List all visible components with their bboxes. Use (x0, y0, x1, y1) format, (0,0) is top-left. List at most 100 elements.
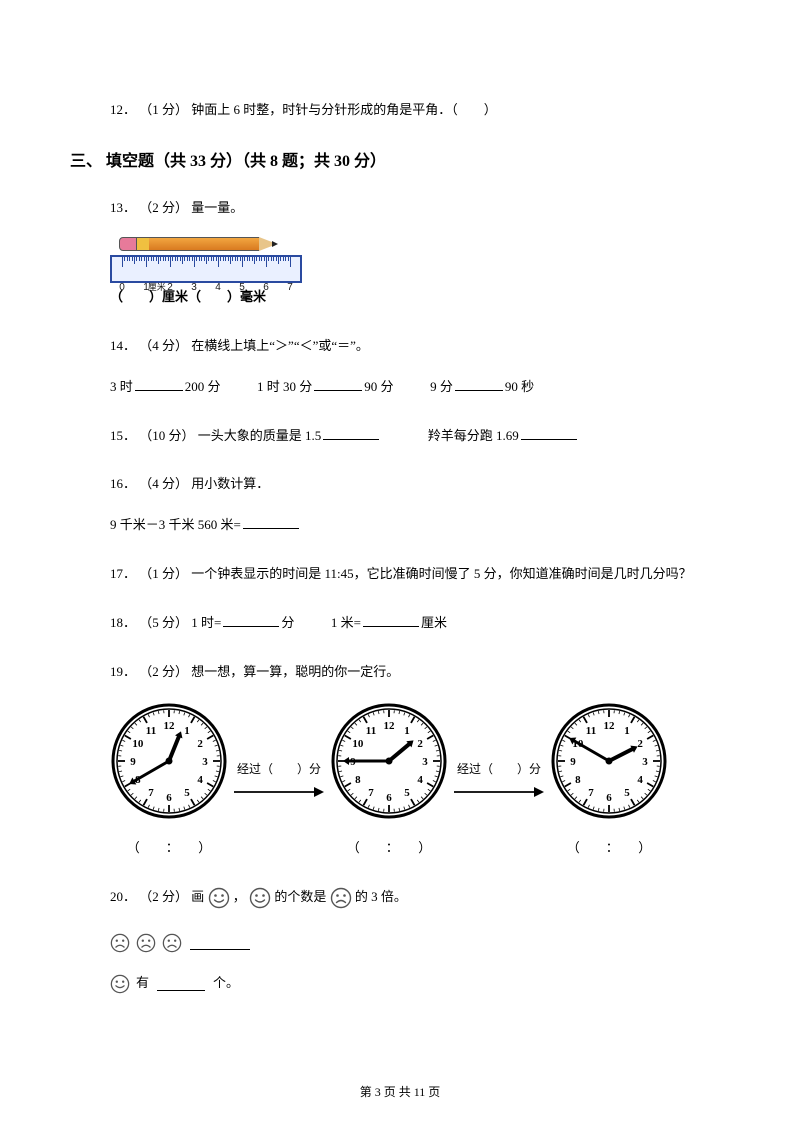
svg-text:6: 6 (166, 792, 172, 804)
blank[interactable] (521, 426, 577, 440)
sad-icon (162, 933, 182, 953)
arrow-2-label: 经过（ ）分 (457, 760, 541, 779)
clock-row: 121234567891011 （ ： ） 经过（ ）分 12123456789… (110, 702, 730, 859)
q18-a-unit: 分 (281, 615, 294, 630)
clock-3: 121234567891011 (550, 702, 668, 820)
svg-text:7: 7 (368, 788, 374, 800)
q19-num: 19． (110, 664, 136, 679)
question-19: 19． （2 分） 想一想，算一算，聪明的你一定行。 1212345678910… (70, 662, 730, 860)
svg-text:2: 2 (417, 738, 423, 750)
page-content: 12． （1 分） 钟面上 6 时整，时针与分针形成的角是平角．（ ） 三、 填… (0, 0, 800, 1062)
svg-text:12: 12 (384, 720, 396, 732)
page-footer: 第 3 页 共 11 页 (0, 1083, 800, 1102)
question-12: 12． （1 分） 钟面上 6 时整，时针与分针形成的角是平角．（ ） (70, 100, 730, 121)
clock-2-time: （ ： ） (347, 838, 432, 859)
sad-icon (330, 887, 352, 909)
arrow-1-label: 经过（ ）分 (237, 760, 321, 779)
q19-points: （2 分） (139, 664, 188, 679)
svg-text:1: 1 (184, 725, 190, 737)
clock-1-time: （ ： ） (127, 838, 212, 859)
clock-3-time: （ ： ） (567, 838, 652, 859)
q15-text-a: 一头大象的质量是 1.5 (198, 428, 322, 443)
svg-text:1: 1 (404, 725, 410, 737)
svg-text:5: 5 (184, 788, 190, 800)
section-3-title: 三、 填空题（共 33 分）（共 8 题；共 30 分） (70, 149, 730, 175)
q14-3b: 90 秒 (505, 379, 534, 394)
sad-face-row (110, 933, 730, 953)
clock-2: 121234567891011 (330, 702, 448, 820)
q17-text: 一个钟表显示的时间是 11:45，它比准确时间慢了 5 分，你知道准确时间是几时… (191, 566, 691, 581)
blank[interactable] (314, 377, 362, 391)
ruler-answer-label: （ ）厘米（ ）毫米 (110, 287, 730, 308)
q15-points: （10 分） (139, 428, 194, 443)
blank[interactable] (190, 936, 250, 950)
q18-b-unit: 厘米 (421, 615, 447, 630)
svg-text:2: 2 (637, 738, 643, 750)
question-20: 20． （2 分） 画 ， 的个数是 的 3 倍。 有个。 (70, 887, 730, 994)
svg-text:2: 2 (197, 738, 203, 750)
svg-text:4: 4 (417, 774, 423, 786)
q14-1b: 200 分 (185, 379, 221, 394)
q20-count-a: 有 (136, 973, 149, 994)
q18-num: 18． (110, 615, 136, 630)
clock-1: 121234567891011 (110, 702, 228, 820)
q13-text: 量一量。 (191, 200, 243, 215)
question-14: 14． （4 分） 在横线上填上“＞”“＜”或“＝”。 3 时200 分 1 时… (70, 336, 730, 398)
q20-count-b: 个。 (213, 973, 239, 994)
smile-face-count: 有 个。 (110, 973, 730, 994)
svg-text:5: 5 (404, 788, 410, 800)
q13-num: 13． (110, 200, 136, 215)
blank[interactable] (455, 377, 503, 391)
q20-d: 的 3 倍。 (355, 889, 407, 904)
q20-c: 的个数是 (274, 889, 329, 904)
q13-points: （2 分） (139, 200, 188, 215)
q17-points: （1 分） (139, 566, 188, 581)
q19-text: 想一想，算一算，聪明的你一定行。 (191, 664, 399, 679)
svg-text:11: 11 (586, 725, 596, 737)
sad-icon (136, 933, 156, 953)
q20-points: （2 分） (139, 889, 188, 904)
svg-text:8: 8 (355, 774, 361, 786)
question-16: 16． （4 分） 用小数计算． 9 千米－3 千米 560 米= (70, 474, 730, 536)
q15-num: 15． (110, 428, 136, 443)
svg-text:6: 6 (606, 792, 612, 804)
q12-text: 钟面上 6 时整，时针与分针形成的角是平角．（ ） (191, 102, 497, 117)
blank[interactable] (135, 377, 183, 391)
q16-points: （4 分） (139, 476, 188, 491)
q14-text: 在横线上填上“＞”“＜”或“＝”。 (191, 338, 369, 353)
ruler-icon: 01234567厘米 (110, 255, 302, 283)
svg-text:1: 1 (624, 725, 630, 737)
blank[interactable] (223, 613, 279, 627)
q15-text-b: 羚羊每分跑 1.69 (428, 428, 519, 443)
q14-num: 14． (110, 338, 136, 353)
question-15: 15． （10 分） 一头大象的质量是 1.5 羚羊每分跑 1.69 (70, 426, 730, 447)
svg-text:8: 8 (575, 774, 581, 786)
svg-text:4: 4 (197, 774, 203, 786)
svg-text:5: 5 (624, 788, 630, 800)
svg-text:12: 12 (164, 720, 176, 732)
blank[interactable] (323, 426, 379, 440)
svg-text:3: 3 (422, 756, 428, 768)
q20-a: 画 (191, 889, 207, 904)
q14-points: （4 分） (139, 338, 188, 353)
blank[interactable] (157, 977, 205, 991)
q12-num: 12． (110, 102, 136, 117)
q14-2b: 90 分 (364, 379, 393, 394)
svg-text:3: 3 (642, 756, 648, 768)
blank[interactable] (243, 515, 299, 529)
svg-text:6: 6 (386, 792, 392, 804)
pencil-icon (119, 235, 284, 253)
svg-text:11: 11 (146, 725, 156, 737)
q16-text: 用小数计算． (191, 476, 269, 491)
smile-icon (249, 887, 271, 909)
q16-expr: 9 千米－3 千米 560 米= (110, 517, 241, 532)
blank[interactable] (363, 613, 419, 627)
svg-text:11: 11 (366, 725, 376, 737)
smile-icon (208, 887, 230, 909)
svg-text:9: 9 (570, 756, 576, 768)
q17-num: 17． (110, 566, 136, 581)
q18-b: 1 米= (331, 615, 361, 630)
svg-text:9: 9 (130, 756, 136, 768)
svg-text:12: 12 (604, 720, 616, 732)
arrow-2: 经过（ ）分 (454, 760, 544, 801)
